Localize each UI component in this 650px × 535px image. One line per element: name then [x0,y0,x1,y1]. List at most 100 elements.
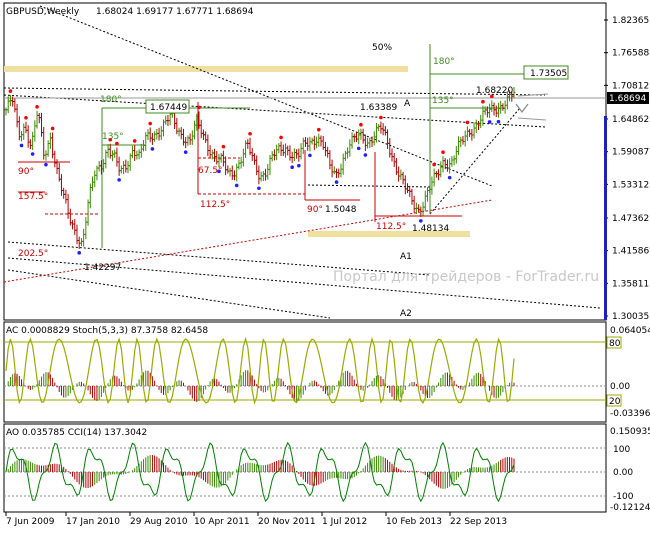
fractal-up-marker [359,122,363,127]
fractal-up-marker [465,120,470,125]
time-axis: 7 Jun 2009 17 Jan 2010 29 Aug 2010 10 Apr 2… [5,512,507,527]
fractal-up-marker [108,137,113,142]
price-tick-label: 1.70812 [612,81,649,91]
label-50pct: 50% [372,43,392,53]
fractal-up-marker [490,94,494,99]
chart-header-ohlc: 1.68024 1.69177 1.67771 1.68694 [96,7,254,17]
level-168220: 1.68220 [476,86,513,96]
fractal-markers [8,89,501,255]
projection-line-lower [517,117,547,121]
time-tick-label: 10 Apr 2011 [194,517,250,527]
label-67-5: 67.5° [198,166,223,176]
fractal-down-marker [19,143,24,148]
target-box [523,65,569,80]
gann-red-lines [18,102,462,222]
label-90-mid: 90° [307,205,323,215]
time-tick-label: 20 Nov 2011 [258,517,316,527]
fractal-down-marker [496,119,501,124]
fractal-down-marker [30,152,35,156]
ao-tick-zero: 0.00 [613,468,633,478]
stoch-line [5,336,515,405]
label-135-left: 135° [102,132,124,142]
level-148134: 1.48134 [412,224,449,234]
time-tick-label: 1 Jul 2012 [322,517,367,527]
chart-header-symbol: GBPUSD,Weekly [6,7,80,17]
resistance-zone [4,66,408,72]
fractal-down-marker [290,165,294,170]
red-dotted-support [3,199,493,283]
fractal-down-marker [257,186,261,191]
price-tick-label: 1.47362 [612,214,649,224]
price-tick-label: 1.76588 [612,49,649,59]
watermark: Портал для трейдеров - ForTrader.ru [333,269,599,285]
fractal-up-marker [441,150,445,155]
price-scrollbar[interactable] [604,116,607,320]
fractal-up-marker [279,135,283,140]
fractal-up-marker [132,139,137,143]
label-202-5: 202.5° [18,249,48,259]
ac-tick-top: 0.064054 [610,326,650,336]
wave-label-A: A [404,99,411,109]
time-tick-label: 17 Jan 2010 [66,517,120,527]
ao-panel-header: AO 0.035785 CCI(14) 137.3042 [6,428,147,438]
fractal-down-marker [447,175,452,180]
stoch-20-tag [606,394,622,407]
fractal-up-marker [197,105,201,110]
stoch-20-label: 20 [609,397,621,407]
trendline-lower-1 [7,241,431,276]
label-112-5-left: 112.5° [200,200,230,210]
ao-tick-top: 0.150935 [610,427,650,437]
fractal-down-marker [487,120,492,124]
price-tick-label: 1.64862 [612,115,649,125]
label-135-right: 135° [432,96,454,106]
down-arrow-icon [515,103,529,113]
ac-panel-header: AC 0.0008829 Stoch(5,3,3) 87.3758 82.645… [6,326,208,336]
fractal-up-marker [432,162,436,167]
trendline-rising [429,107,521,215]
fractal-down-marker [363,153,368,157]
boxed-level-167449: 1.67449 [150,103,187,113]
price-tick-label: 1.53312 [612,180,649,190]
trendline-diagonal-down [39,5,493,187]
fractal-up-marker [50,126,55,131]
fractal-up-marker [379,115,383,120]
level-163389: 1.63389 [360,103,397,113]
time-tick-label: 29 Aug 2010 [130,517,188,527]
ao-tick-100: 100 [613,445,630,455]
ac-tick-zero: 0.00 [610,382,630,392]
fractal-up-marker [148,121,152,126]
projection-line-upper [517,93,549,97]
fractal-up-marker [316,127,321,132]
fractal-down-marker [419,219,423,223]
price-tick-label: 1.82365 [612,16,649,26]
time-tick-label: 22 Sep 2013 [450,517,507,527]
fractal-down-marker [308,153,312,158]
fractal-up-marker [481,99,485,104]
fractal-down-marker [334,180,339,184]
fractal-down-marker [356,146,361,151]
price-tick-label: 1.30035 [612,312,649,322]
price-tick-label: 1.59087 [612,148,649,158]
current-price-label: 1.68694 [609,94,646,104]
level-142297: 1.42297 [84,263,121,273]
label-157-5: 157.5° [18,192,48,202]
price-tick-label: 1.35811 [612,279,649,289]
ao-panel-frame [3,423,607,513]
label-90-left: 90° [18,167,34,177]
fractal-up-marker [8,89,13,93]
fractal-down-marker [217,169,221,174]
fractal-down-marker [77,251,82,255]
label-180-left: 180° [100,95,122,105]
fractal-down-marker [44,162,48,167]
support-zone [308,231,470,237]
label-180-right: 180° [433,57,455,67]
fractal-down-marker [150,147,155,151]
fractal-up-marker [221,144,226,149]
price-tick-label: 1.41586 [612,247,649,257]
stoch-80-tag [606,336,622,349]
time-tick-label: 10 Feb 2013 [386,517,442,527]
cci-line [5,441,515,503]
time-tick-label: 7 Jun 2009 [6,517,55,527]
fractal-down-marker [297,163,301,168]
